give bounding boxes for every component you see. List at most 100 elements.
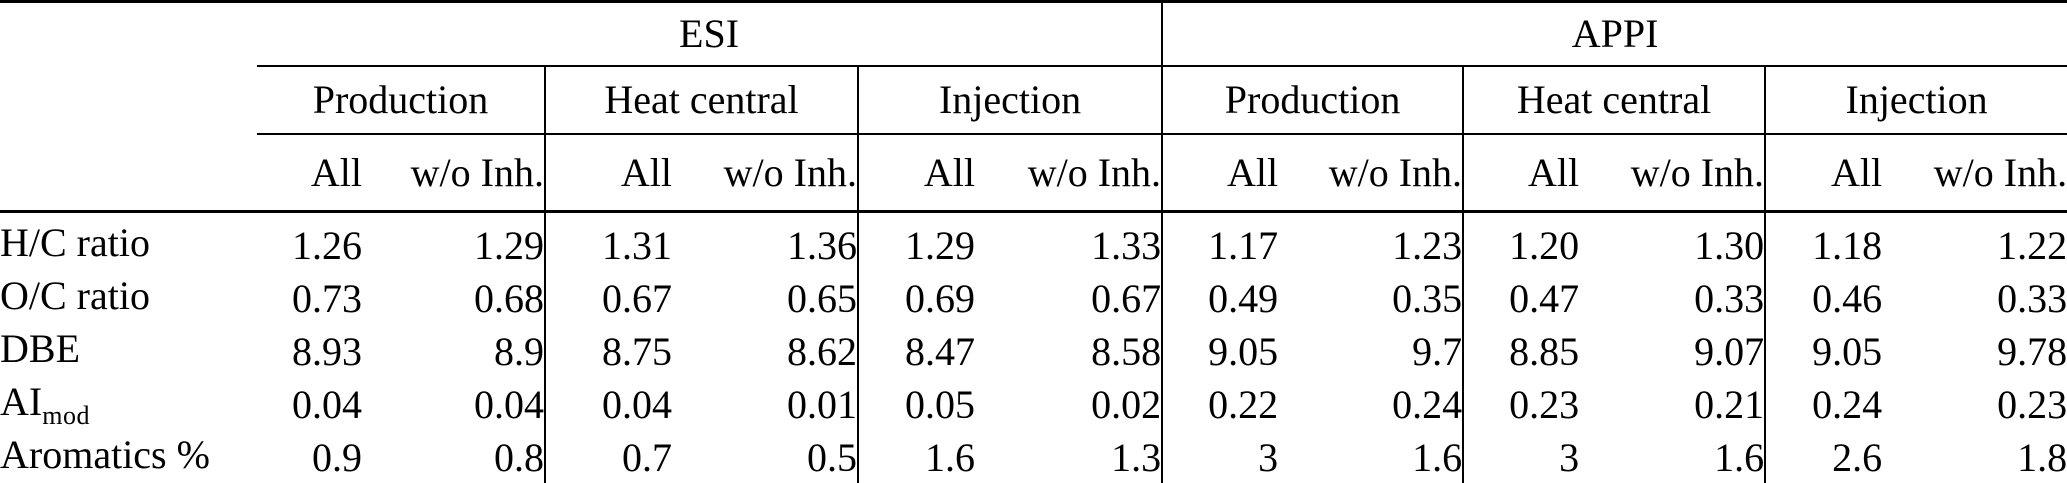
row-label-text: O/C ratio: [0, 273, 150, 318]
table-cell: 0.9: [257, 431, 362, 483]
row-label: Aromatics %: [0, 431, 257, 483]
row-label-text: AI: [0, 379, 43, 424]
table-cell: 0.67: [602, 276, 672, 321]
table-row-aromatics: Aromatics % 0.9 0.8 0.7 0.5 1.6 1.3 3 1.…: [0, 431, 2067, 483]
row-label: DBE: [0, 325, 257, 378]
col-group-esi: ESI: [257, 0, 1164, 67]
col-group-appi-heat-central: Heat central: [1463, 65, 1767, 135]
table-cell: 9.78: [1997, 329, 2067, 374]
table-row-hc-ratio: H/C ratio 1.26 1.29 1.31 1.36 1.29 1.33 …: [0, 211, 2067, 273]
table-cell: 0.65: [672, 272, 859, 325]
table-cell: 1.31: [602, 223, 672, 268]
table-cell: 1.17: [1208, 223, 1279, 268]
col-header-wo-inh: w/o Inh.: [1882, 133, 2067, 213]
col-header-wo-inh: w/o Inh.: [672, 133, 859, 213]
col-header-all: All: [1162, 133, 1279, 213]
table-cell: 3: [1162, 431, 1279, 483]
table-cell: 9.05: [1812, 329, 1883, 374]
table-cell: 9.05: [1208, 329, 1279, 374]
table-cell: 8.93: [292, 329, 362, 374]
row-label-text: H/C ratio: [0, 220, 150, 265]
table-cell: 0.05: [905, 382, 975, 427]
row-label: H/C ratio: [0, 212, 257, 273]
row-label-subscript: mod: [42, 401, 90, 430]
table-cell: 0.8: [362, 431, 546, 483]
table-cell: 0.69: [905, 276, 975, 321]
table-cell: 0.49: [1208, 276, 1279, 321]
col-header-wo-inh: w/o Inh.: [975, 133, 1164, 213]
table-cell: 9.7: [1278, 325, 1465, 378]
table-cell: 0.33: [1579, 272, 1767, 325]
table-cell: 0.24: [1278, 378, 1465, 431]
table-cell: 9.07: [1579, 325, 1767, 378]
row-label: AImod: [0, 378, 257, 431]
table-cell: 0.04: [362, 378, 546, 431]
col-group-esi-injection: Injection: [858, 65, 1164, 135]
table-cell: 0.35: [1278, 272, 1465, 325]
table-cell: 1.18: [1812, 223, 1883, 268]
table-cell: 1.6: [1579, 431, 1767, 483]
table-cell: 1.20: [1509, 223, 1580, 268]
table-cell: 0.5: [672, 431, 859, 483]
table-cell: 8.9: [362, 325, 546, 378]
col-group-esi-heat-central: Heat central: [545, 65, 859, 135]
table-cell: 1.26: [292, 223, 362, 268]
col-group-appi: APPI: [1162, 0, 2067, 67]
col-header-all: All: [545, 133, 672, 213]
table-cell: 8.47: [905, 329, 975, 374]
table-cell: 8.58: [975, 325, 1164, 378]
table-cell: 0.7: [545, 431, 672, 483]
table-cell: 0.01: [672, 378, 859, 431]
table-cell: 8.62: [672, 325, 859, 378]
table-row-ai-mod: AImod 0.04 0.04 0.04 0.01 0.05 0.02 0.22…: [0, 378, 2067, 431]
table-cell: 0.24: [1812, 382, 1883, 427]
table-cell: 1.33: [975, 211, 1164, 272]
table-cell: 0.04: [602, 382, 672, 427]
table-cell: 1.3: [975, 431, 1164, 483]
table-cell: 1.22: [1997, 223, 2067, 268]
col-header-wo-inh: w/o Inh.: [1579, 133, 1767, 213]
table-cell: 1.29: [362, 211, 546, 272]
col-group-appi-injection: Injection: [1765, 65, 2067, 135]
col-group-esi-production: Production: [257, 65, 546, 135]
table-cell: 1.30: [1579, 211, 1767, 272]
col-header-all: All: [1463, 133, 1580, 213]
table-cell: 0.46: [1812, 276, 1883, 321]
table-cell: 0.22: [1208, 382, 1279, 427]
table-cell: 1.8: [1882, 431, 2067, 483]
row-label-text: Aromatics %: [0, 432, 210, 477]
table-cell: 0.67: [975, 272, 1164, 325]
table-cell: 1.23: [1278, 211, 1465, 272]
table-cell: 0.21: [1579, 378, 1767, 431]
ionization-header-row: ESI APPI: [0, 0, 2067, 213]
col-header-wo-inh: w/o Inh.: [362, 133, 546, 213]
corner-empty-cell: [0, 0, 257, 213]
table-cell: 8.85: [1509, 329, 1580, 374]
table-cell: 3: [1463, 431, 1580, 483]
table-row-dbe: DBE 8.93 8.9 8.75 8.62 8.47 8.58 9.05 9.…: [0, 325, 2067, 378]
table-cell: 1.6: [1278, 431, 1465, 483]
table-cell: 1.6: [858, 431, 975, 483]
table-cell: 0.23: [1997, 382, 2067, 427]
row-label-text: DBE: [0, 326, 80, 371]
table-cell: 0.73: [292, 276, 362, 321]
col-header-all: All: [257, 133, 362, 213]
col-header-wo-inh: w/o Inh.: [1278, 133, 1465, 213]
col-header-all: All: [858, 133, 975, 213]
table-cell: 0.04: [292, 382, 362, 427]
table-cell: 1.36: [672, 211, 859, 272]
table-cell: 0.23: [1509, 382, 1580, 427]
table-cell: 1.29: [905, 223, 975, 268]
table-cell: 2.6: [1765, 431, 1883, 483]
col-header-all: All: [1765, 133, 1883, 213]
table-cell: 0.33: [1997, 276, 2067, 321]
col-group-appi-production: Production: [1162, 65, 1465, 135]
sample-header-row: All w/o Inh. All w/o Inh. All w/o Inh. A…: [0, 133, 2067, 213]
row-label: O/C ratio: [0, 272, 257, 325]
process-header-row: Production Heat central Injection Produc…: [0, 65, 2067, 135]
table-cell: 0.02: [975, 378, 1164, 431]
table-cell: 0.47: [1509, 276, 1580, 321]
table-row-oc-ratio: O/C ratio 0.73 0.68 0.67 0.65 0.69 0.67 …: [0, 272, 2067, 325]
